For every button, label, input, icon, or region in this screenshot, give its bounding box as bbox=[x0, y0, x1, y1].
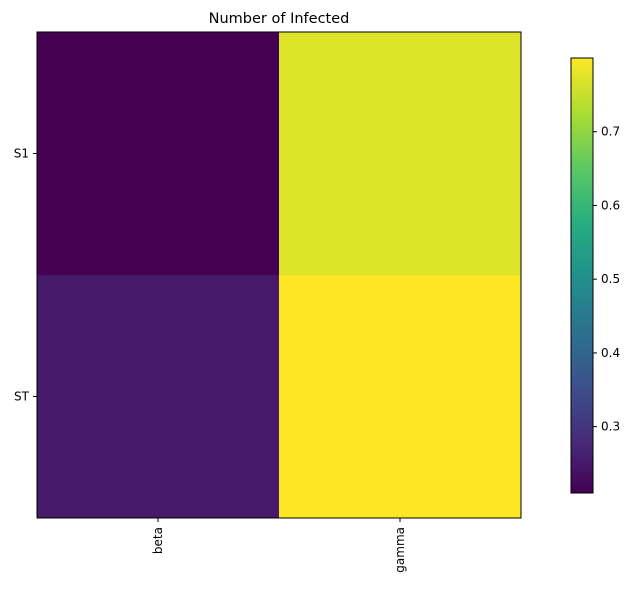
colorbar-tick-label: 0.6 bbox=[601, 198, 620, 212]
y-axis: S1 ST bbox=[14, 147, 37, 404]
colorbar: 0.3 0.4 0.5 0.6 0.7 bbox=[570, 57, 620, 494]
heatmap-cells bbox=[37, 32, 522, 519]
y-tick-label: ST bbox=[14, 390, 30, 404]
heatmap-cell-st-beta bbox=[37, 275, 280, 519]
plot-frame bbox=[36, 31, 522, 519]
heatmap-cell-s1-beta bbox=[37, 32, 280, 276]
colorbar-tick-label: 0.7 bbox=[601, 125, 620, 139]
y-tick-label: S1 bbox=[14, 147, 29, 161]
colorbar-frame bbox=[570, 57, 594, 494]
colorbar-tick-label: 0.4 bbox=[601, 346, 620, 360]
x-axis: beta gamma bbox=[151, 518, 407, 573]
heatmap-cell-s1-gamma bbox=[279, 32, 522, 276]
chart-title: Number of Infected bbox=[209, 11, 350, 27]
colorbar-tick-label: 0.5 bbox=[601, 272, 620, 286]
colorbar-ticks: 0.3 0.4 0.5 0.6 0.7 bbox=[593, 125, 620, 434]
colorbar-gradient bbox=[571, 58, 593, 493]
x-tick-label: beta bbox=[151, 527, 165, 554]
heatmap-cell-st-gamma bbox=[279, 275, 522, 519]
x-tick-label: gamma bbox=[393, 527, 407, 573]
colorbar-tick-label: 0.3 bbox=[601, 420, 620, 434]
